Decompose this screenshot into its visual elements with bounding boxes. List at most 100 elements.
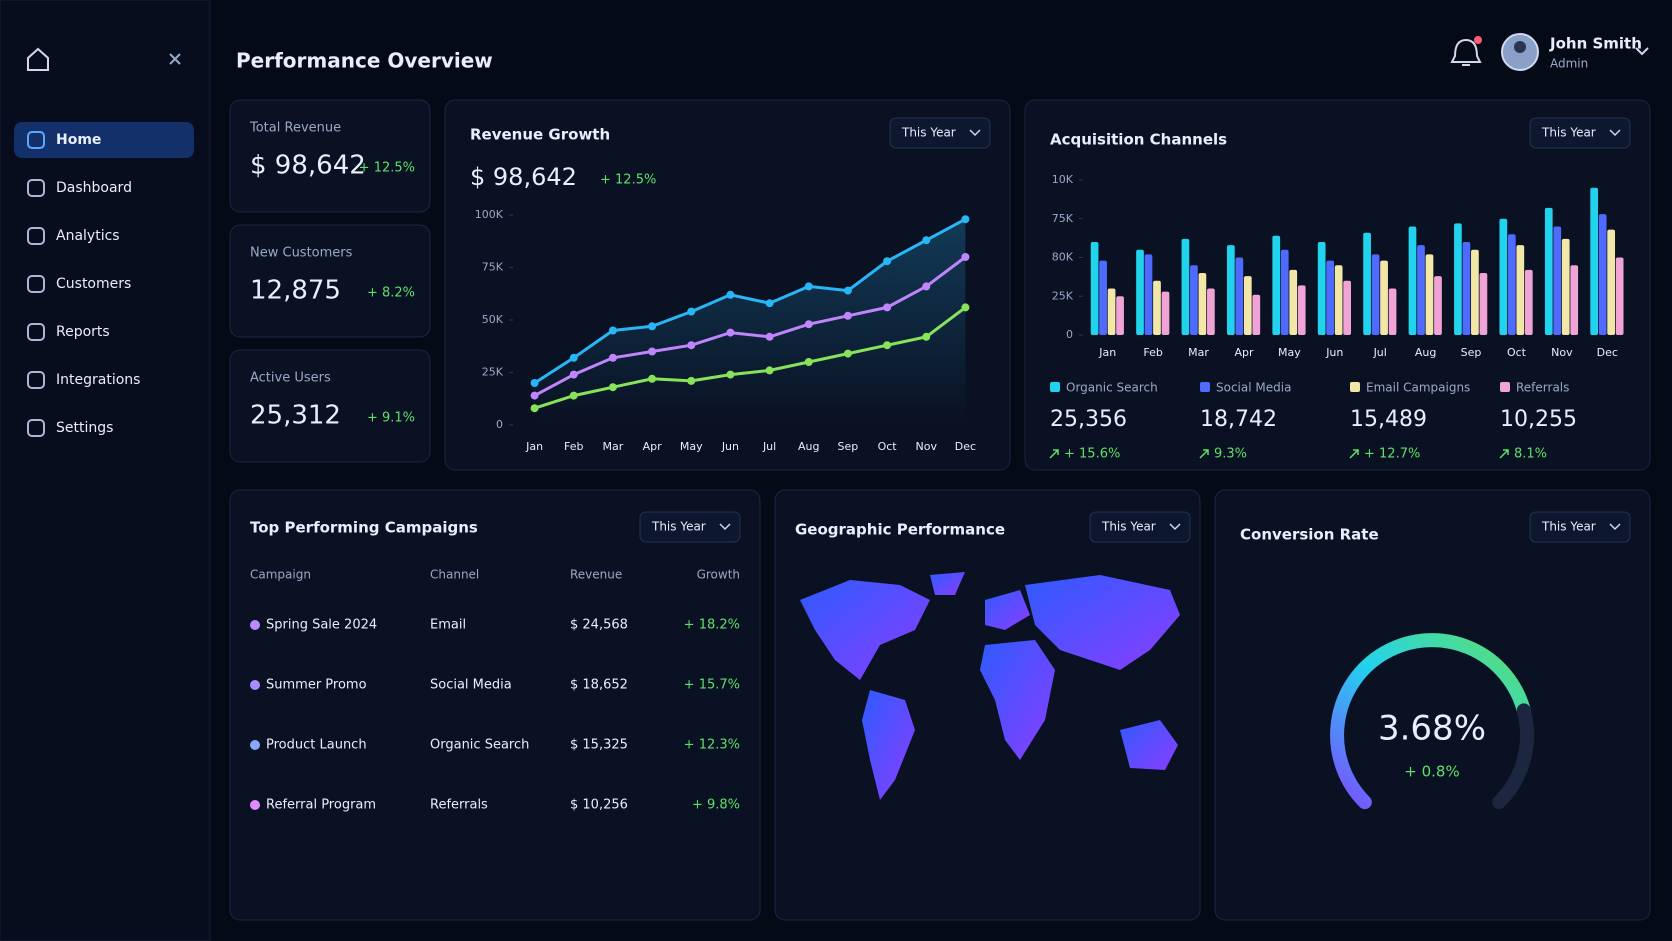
nav-icon [27, 371, 45, 389]
bar [1371, 254, 1380, 335]
trend-arrow [1049, 449, 1059, 459]
line-point [726, 290, 735, 299]
bar [1544, 207, 1553, 335]
user-role: Admin [1550, 57, 1588, 71]
x-tick-label: Sep [838, 440, 859, 453]
table-header: Channel [430, 568, 479, 582]
nav-item[interactable]: Reports [56, 324, 110, 340]
bar [1462, 242, 1471, 335]
bar [1317, 242, 1326, 335]
filter-dropdown[interactable] [889, 117, 991, 149]
bar [1090, 242, 1099, 335]
page-title: Performance Overview [236, 49, 493, 73]
bar [1343, 280, 1352, 335]
nav-item[interactable]: Customers [56, 276, 131, 292]
line-point [883, 303, 892, 312]
legend-total: 10,255 [1500, 407, 1577, 432]
bar [1615, 257, 1624, 335]
line-point [883, 341, 892, 350]
bar [1161, 291, 1170, 335]
kpi-label: New Customers [250, 246, 353, 261]
table-cell: + 15.7% [684, 678, 740, 693]
user-menu-chevron[interactable] [1635, 47, 1649, 56]
legend-label: Email Campaigns [1366, 381, 1470, 395]
table-cell: $ 24,568 [570, 618, 628, 633]
line-point [765, 299, 774, 308]
bar [1561, 238, 1570, 335]
x-tick-label: Aug [798, 440, 819, 453]
legend-swatch [1350, 382, 1360, 392]
line-point [530, 379, 539, 387]
table-cell: + 18.2% [684, 618, 740, 633]
line-point [843, 349, 852, 358]
campaigns-card [229, 489, 761, 921]
line-point [608, 326, 617, 335]
nav-icon [27, 131, 45, 149]
table-cell: + 12.3% [684, 738, 740, 753]
nav-item[interactable]: Analytics [56, 228, 120, 244]
legend-total: 15,489 [1350, 407, 1427, 432]
filter-dropdown[interactable] [1089, 511, 1191, 543]
x-tick-label: Jun [1325, 346, 1343, 359]
table-header: Growth [697, 568, 740, 582]
x-tick-label: Jun [721, 440, 739, 453]
x-tick-label: Aug [1415, 346, 1436, 359]
line-point [726, 328, 735, 337]
x-tick-label: Oct [1507, 346, 1527, 359]
table-cell: Social Media [430, 678, 512, 693]
close-icon[interactable] [169, 53, 181, 65]
bar [1516, 245, 1525, 335]
line-point [804, 282, 813, 291]
bar [1363, 232, 1371, 335]
line-point [922, 332, 931, 341]
filter-chevron [719, 523, 731, 531]
legend-label: Referrals [1516, 381, 1569, 395]
bar [1454, 223, 1462, 335]
nav-item[interactable]: Home [56, 132, 101, 148]
user-name: John Smith [1549, 35, 1642, 53]
kpi-list: Total Revenue $ 98,642+ 12.5% New Customer… [229, 99, 431, 463]
bar [1524, 269, 1533, 335]
bar [1297, 285, 1306, 335]
filter-label: This Year [1101, 520, 1156, 534]
filter-label: This Year [651, 520, 706, 534]
line-point [765, 366, 774, 375]
bar [1116, 296, 1124, 335]
nav-item[interactable]: Dashboard [56, 180, 132, 196]
bar [1289, 269, 1298, 335]
legend-label: Organic Search [1066, 381, 1158, 395]
line-point [961, 253, 970, 261]
y-tick-label: 0 [1066, 328, 1073, 341]
line-point [648, 347, 657, 356]
bar [1252, 294, 1261, 335]
legend-change: 8.1% [1514, 447, 1547, 462]
nav-item[interactable]: Settings [56, 420, 113, 436]
kpi-change: + 9.1% [367, 411, 415, 426]
bar [1326, 260, 1335, 335]
filter-chevron [969, 129, 981, 137]
bar [1207, 288, 1215, 335]
line-point [961, 215, 970, 224]
bar [1190, 265, 1198, 335]
table-cell: Email [430, 618, 466, 633]
bar [1499, 218, 1508, 335]
chart-change: + 12.5% [600, 173, 656, 188]
nav-item[interactable]: Integrations [56, 372, 140, 388]
kpi-change: + 12.5% [359, 161, 415, 176]
bar [1235, 257, 1244, 335]
x-tick-label: May [680, 440, 703, 453]
x-tick-label: Feb [564, 440, 583, 453]
bell-icon[interactable] [1450, 38, 1482, 66]
table-header: Revenue [570, 568, 622, 582]
filter-dropdown[interactable] [1529, 117, 1631, 149]
bar [1272, 235, 1281, 335]
x-tick-label: May [1278, 346, 1301, 359]
row-dot [250, 680, 260, 690]
filter-dropdown[interactable] [1529, 511, 1631, 543]
bar [1471, 249, 1479, 335]
filter-dropdown[interactable] [639, 511, 741, 543]
line-point [922, 282, 931, 291]
kpi-value: $ 98,642 [250, 151, 366, 181]
legend-total: 25,356 [1050, 407, 1127, 432]
filter-label: This Year [1541, 520, 1596, 534]
